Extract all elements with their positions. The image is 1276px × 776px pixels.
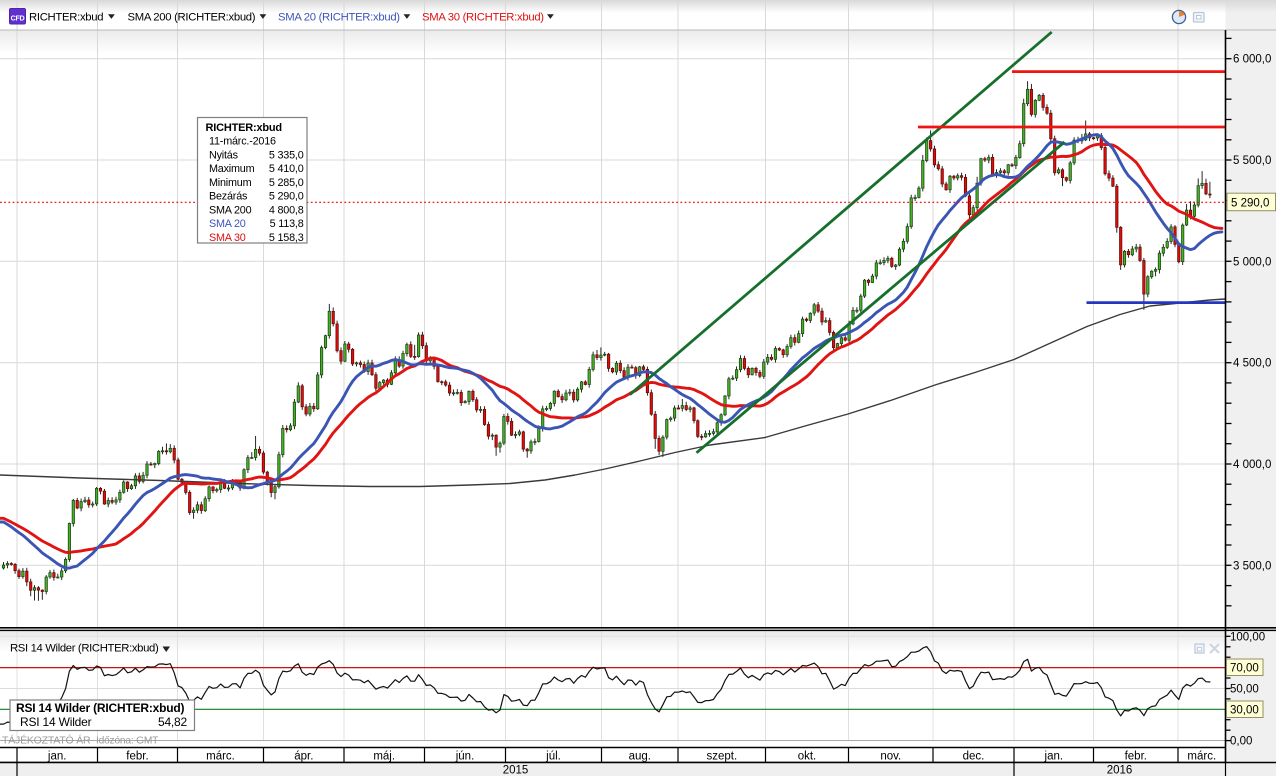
svg-text:RSI 14 Wilder (RICHTER:xbud): RSI 14 Wilder (RICHTER:xbud) (10, 643, 159, 655)
svg-text:dec.: dec. (963, 750, 985, 762)
svg-text:SMA 20 (RICHTER:xbud): SMA 20 (RICHTER:xbud) (278, 12, 400, 24)
svg-text:5 285,0: 5 285,0 (269, 177, 304, 189)
svg-text:4 500,0: 4 500,0 (1233, 358, 1271, 370)
svg-text:RSI 14 Wilder: RSI 14 Wilder (20, 715, 92, 729)
svg-text:aug.: aug. (629, 750, 651, 762)
svg-text:SMA 30: SMA 30 (209, 232, 246, 244)
svg-text:4 000,0: 4 000,0 (1233, 459, 1271, 471)
svg-text:5 290,0: 5 290,0 (1231, 198, 1269, 210)
svg-text:5 113,8: 5 113,8 (270, 218, 304, 230)
svg-text:Időzóna: GMT: Időzóna: GMT (96, 736, 158, 747)
svg-text:2015: 2015 (503, 765, 529, 776)
svg-text:márc.: márc. (206, 750, 235, 762)
svg-text:Nyitás: Nyitás (209, 149, 239, 161)
svg-text:5 410,0: 5 410,0 (269, 163, 304, 175)
svg-text:SMA 200 (RICHTER:xbud): SMA 200 (RICHTER:xbud) (128, 12, 256, 24)
svg-text:SMA 20: SMA 20 (209, 218, 246, 230)
svg-text:5 290,0: 5 290,0 (269, 191, 304, 203)
svg-text:okt.: okt. (798, 750, 817, 762)
svg-text:0,00: 0,00 (1230, 736, 1252, 748)
svg-text:Bezárás: Bezárás (209, 191, 248, 203)
svg-text:jan.: jan. (47, 750, 67, 762)
svg-text:50,00: 50,00 (1230, 684, 1259, 696)
svg-text:SMA 30 (RICHTER:xbud): SMA 30 (RICHTER:xbud) (422, 12, 544, 24)
svg-text:febr.: febr. (126, 750, 148, 762)
svg-text:11-márc.-2016: 11-márc.-2016 (209, 136, 276, 148)
svg-text:2016: 2016 (1107, 765, 1133, 776)
svg-text:RICHTER:xbud: RICHTER:xbud (29, 12, 103, 24)
svg-text:RICHTER:xbud: RICHTER:xbud (206, 122, 282, 134)
svg-text:6 000,0: 6 000,0 (1233, 54, 1271, 66)
svg-text:30,00: 30,00 (1230, 705, 1259, 717)
svg-text:3 500,0: 3 500,0 (1233, 560, 1271, 572)
svg-text:SMA 200: SMA 200 (209, 204, 252, 216)
svg-text:5 500,0: 5 500,0 (1233, 155, 1271, 167)
svg-text:54,82: 54,82 (158, 715, 188, 729)
svg-text:júl.: júl. (545, 750, 561, 762)
svg-text:5 158,3: 5 158,3 (269, 232, 304, 244)
svg-text:4 800,8: 4 800,8 (269, 204, 304, 216)
svg-text:RSI 14 Wilder (RICHTER:xbud): RSI 14 Wilder (RICHTER:xbud) (16, 701, 185, 715)
svg-text:CFD: CFD (11, 13, 25, 22)
svg-text:5 335,0: 5 335,0 (269, 149, 304, 161)
svg-text:100,00: 100,00 (1230, 631, 1265, 643)
svg-text:jún.: jún. (455, 750, 475, 762)
svg-text:ápr.: ápr. (294, 750, 313, 762)
svg-text:Maximum: Maximum (209, 163, 255, 175)
svg-text:70,00: 70,00 (1230, 663, 1259, 675)
svg-text:márc.: márc. (1187, 750, 1216, 762)
svg-text:5 000,0: 5 000,0 (1233, 256, 1271, 268)
svg-text:máj.: máj. (373, 750, 395, 762)
svg-text:szept.: szept. (706, 750, 737, 762)
svg-text:nov.: nov. (880, 750, 901, 762)
svg-text:Minimum: Minimum (209, 177, 252, 189)
svg-text:jan.: jan. (1044, 750, 1064, 762)
svg-text:febr.: febr. (1125, 750, 1147, 762)
svg-text:TÁJÉKOZTATÓ ÁR: TÁJÉKOZTATÓ ÁR (2, 734, 91, 747)
